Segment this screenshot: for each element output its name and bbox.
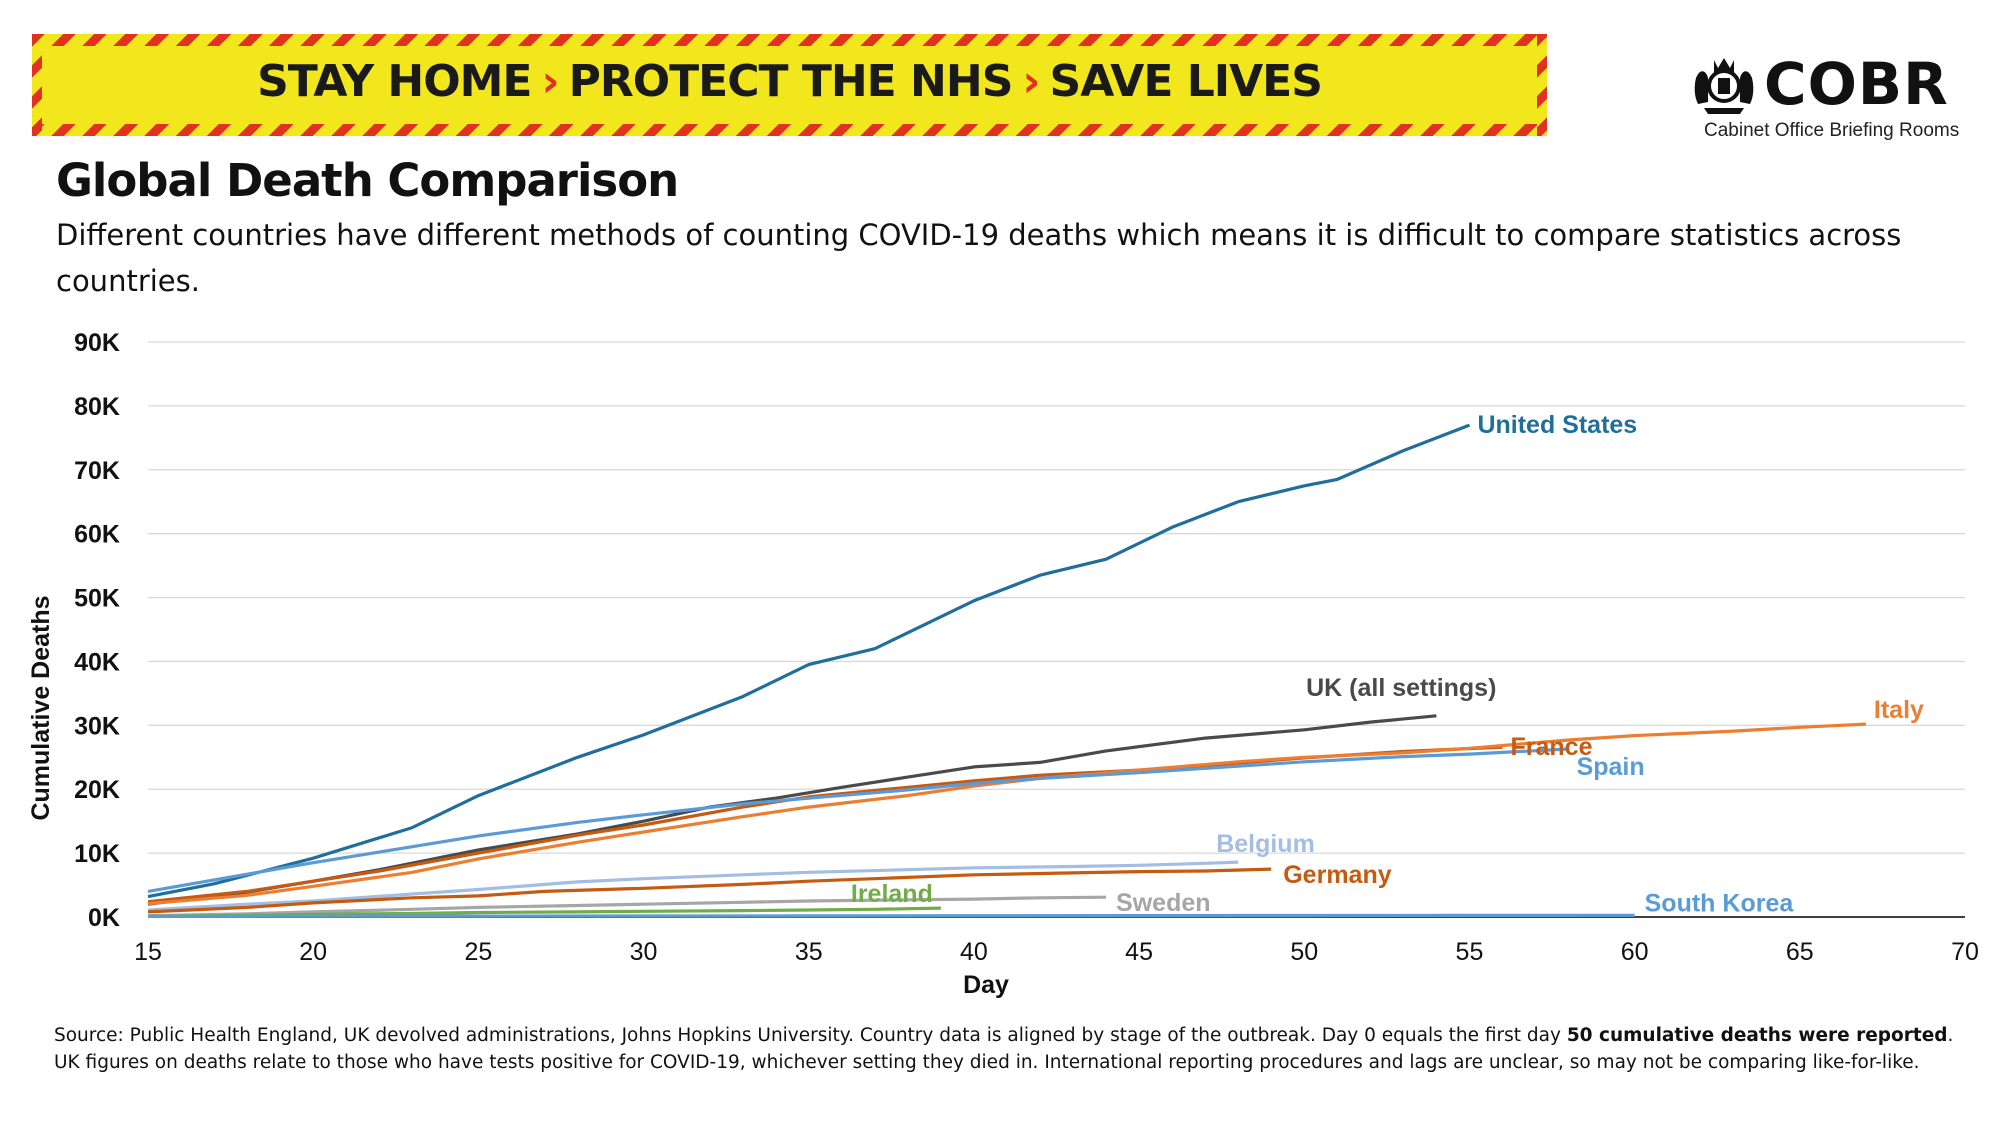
y-tick-label: 20K [74,776,120,804]
banner-slogan-part3: SAVE LIVES [1049,56,1323,107]
chevron-right-icon: › [541,56,559,107]
page-subtitle: Different countries have different metho… [56,218,1902,298]
source-text: Source: Public Health England, UK devolv… [54,1025,1567,1046]
death-comparison-chart: 0K 10K 20K 30K 40K 50K 60K 70K 80K 90K 15 20 25 30 35… [27,329,1979,999]
banner-hazard-stripe-right [1537,34,1547,136]
y-tick-label: 70K [74,457,120,485]
x-tick-label: 15 [134,938,162,966]
x-axis-ticks: 15 20 25 30 35 40 45 50 55 60 65 70 [134,938,1979,966]
series-label-belgium: Belgium [1216,830,1315,858]
series-line-united-states [147,423,1471,899]
cobr-logo: COBR Cabinet Office Briefing Rooms [1690,48,1970,148]
series-line-south-korea [147,913,1635,918]
y-tick-label: 30K [74,712,120,740]
series-label-south-korea: South Korea [1645,889,1795,917]
logo-wordmark: COBR [1764,50,1949,118]
y-tick-label: 90K [74,329,120,357]
series-label-uk-all-settings: UK (all settings) [1306,674,1496,702]
chevron-right-icon: › [1022,56,1040,107]
banner-slogan: STAY HOME › PROTECT THE NHS › SAVE LIVES [32,56,1547,107]
banner-hazard-stripe-top [32,34,1547,46]
series-label-france: France [1511,733,1593,761]
x-tick-label: 25 [464,938,492,966]
y-tick-label: 80K [74,393,120,421]
y-axis-label: Cumulative Deaths [27,595,55,820]
banner-hazard-stripe-bottom [32,124,1547,136]
series-line-belgium [147,860,1239,912]
y-tick-label: 10K [74,840,120,868]
royal-crest-icon [1694,58,1754,114]
source-footnote: Source: Public Health England, UK devolv… [54,1022,1984,1076]
chart-gridlines [148,341,1965,918]
banner-slogan-part2: PROTECT THE NHS [568,56,1014,107]
page-title: Global Death Comparison [56,154,679,207]
x-tick-label: 65 [1786,938,1814,966]
y-tick-label: 50K [74,585,120,613]
series-label-united-states: United States [1477,411,1637,439]
series-label-germany: Germany [1283,861,1391,889]
x-tick-label: 60 [1621,938,1649,966]
x-tick-label: 30 [630,938,658,966]
logo-subtitle: Cabinet Office Briefing Rooms [1704,120,1960,141]
y-axis-ticks: 0K 10K 20K 30K 40K 50K 60K 70K 80K 90K [74,329,120,932]
source-text-continued: . UK figures on deaths relate to those w… [54,1025,1954,1073]
x-axis-label: Day [963,971,1009,999]
banner-hazard-stripe-left [32,34,42,136]
banner-slogan-part1: STAY HOME [257,56,532,107]
source-emphasis: 50 cumulative deaths were reported [1566,1025,1948,1046]
series-line-spain [147,747,1569,893]
series-line-germany [147,867,1272,914]
chart-series-labels: United States UK (all settings) France Ital… [851,411,1924,917]
slogan-banner: STAY HOME › PROTECT THE NHS › SAVE LIVES [32,34,1547,136]
series-label-italy: Italy [1874,696,1924,724]
series-line-sweden [147,895,1107,918]
x-tick-label: 40 [960,938,988,966]
y-tick-label: 60K [74,521,120,549]
chart-series-lines [147,423,1866,918]
series-line-italy [147,722,1866,906]
x-tick-label: 50 [1290,938,1318,966]
series-label-ireland: Ireland [851,880,933,908]
x-tick-label: 70 [1951,938,1979,966]
x-tick-label: 20 [299,938,327,966]
y-tick-label: 40K [74,648,120,676]
series-label-sweden: Sweden [1116,889,1210,917]
y-tick-label: 0K [88,904,120,932]
x-tick-label: 45 [1125,938,1153,966]
x-tick-label: 55 [1456,938,1484,966]
series-label-spain: Spain [1577,753,1645,781]
x-tick-label: 35 [795,938,823,966]
